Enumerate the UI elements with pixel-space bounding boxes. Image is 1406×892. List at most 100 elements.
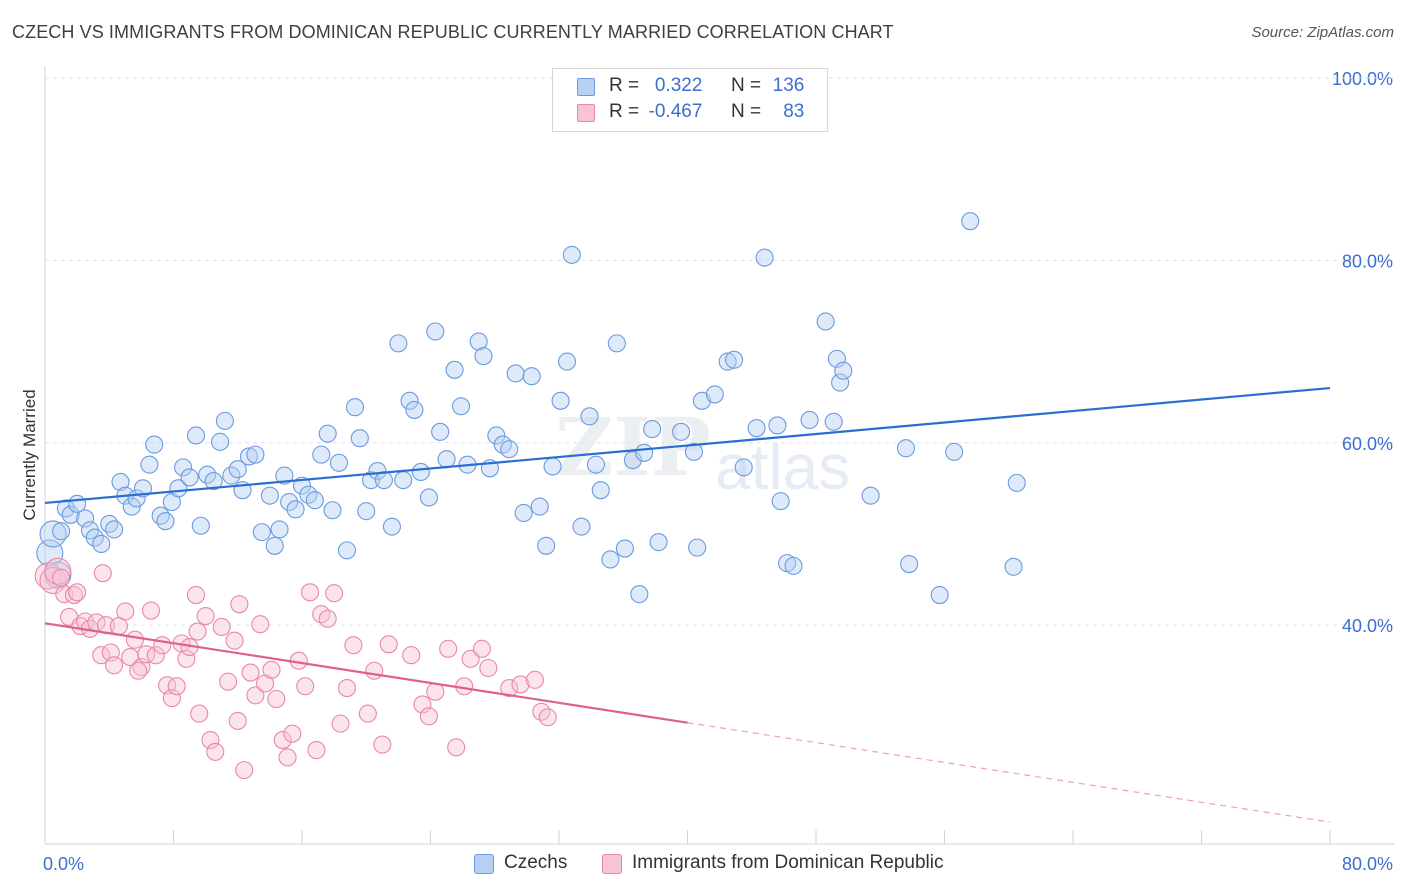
- chart-title: CZECH VS IMMIGRANTS FROM DOMINICAN REPUB…: [12, 22, 894, 42]
- legend-swatch-dominican: [577, 104, 595, 122]
- legend-label-dominican: R = -0.467 N = 83: [609, 101, 804, 123]
- czech-point: [800, 410, 819, 430]
- czech-point: [451, 397, 471, 416]
- czech-point: [228, 460, 247, 479]
- dominican-point: [68, 583, 87, 602]
- dominican-point: [188, 622, 207, 641]
- czech-point: [607, 334, 626, 353]
- czech-point: [394, 471, 413, 490]
- dominican-point: [146, 646, 165, 665]
- dominican-point: [278, 748, 297, 767]
- czech-point: [586, 455, 605, 474]
- czech-point: [945, 442, 964, 461]
- bottom-legend-label-dominican: Immigrants from Dominican Republic: [632, 852, 944, 873]
- czech-point: [684, 442, 703, 461]
- dominican-point: [125, 630, 144, 649]
- czech-point: [111, 472, 130, 492]
- czech-point: [180, 468, 199, 487]
- dominican-point: [344, 636, 363, 655]
- czech-point: [318, 424, 337, 443]
- czech-point: [362, 471, 381, 490]
- czech-point: [431, 422, 450, 441]
- czech-point: [672, 422, 691, 441]
- czech-point: [623, 451, 642, 470]
- czech-point: [246, 445, 265, 464]
- czech-point: [61, 505, 80, 524]
- dominican-point: [472, 639, 491, 658]
- bottom-legend-swatch-dominican: [602, 854, 622, 874]
- czech-point: [537, 536, 556, 555]
- czech-point: [204, 472, 223, 491]
- czech-point: [831, 373, 850, 392]
- dominican-point: [331, 714, 350, 733]
- czech-point: [493, 435, 512, 454]
- czech-point: [368, 461, 387, 481]
- dominican-point: [479, 658, 498, 678]
- dominican-point: [141, 601, 161, 620]
- dominican-point: [379, 635, 398, 654]
- czech-point: [530, 497, 549, 516]
- dominican-trend-extension: [687, 722, 1331, 823]
- czech-point: [337, 541, 357, 560]
- dominican-point: [116, 602, 135, 621]
- czech-point: [198, 465, 217, 484]
- dominican-point: [461, 649, 480, 668]
- dominican-point: [167, 677, 186, 696]
- dominican-point: [105, 656, 124, 675]
- legend-n-value-dominican: 83: [783, 101, 805, 122]
- czech-point: [382, 517, 402, 536]
- dominican-point: [225, 631, 244, 650]
- czech-point: [305, 491, 324, 510]
- czech-point: [100, 514, 119, 533]
- czech-point: [275, 466, 294, 485]
- czech-point: [635, 443, 654, 462]
- dominican-point: [230, 595, 249, 614]
- legend-swatch-czech: [577, 78, 595, 96]
- czech-point: [580, 407, 599, 426]
- dominican-point: [296, 677, 315, 696]
- czech-point: [961, 212, 980, 231]
- czech-point: [105, 520, 124, 539]
- czech-point: [522, 367, 541, 386]
- dominican-point: [439, 639, 458, 658]
- czech-point: [419, 488, 438, 507]
- dominican-point: [246, 686, 265, 705]
- czech-point: [500, 440, 519, 459]
- dominican-point: [190, 704, 209, 723]
- dominican-point: [273, 730, 292, 750]
- czech-point: [151, 506, 170, 525]
- dominican-point: [402, 646, 421, 665]
- czech-point: [900, 554, 919, 574]
- y-tick-label: 60.0%: [1342, 434, 1393, 454]
- dominican-point: [358, 704, 377, 723]
- czech-point: [426, 322, 445, 341]
- czech-point: [771, 492, 790, 511]
- czech-point: [562, 245, 581, 264]
- czech-point: [734, 458, 753, 477]
- dominican-point: [186, 585, 206, 605]
- czech-point: [252, 523, 271, 542]
- czech-point: [350, 429, 369, 448]
- bottom-legend-label-czech: Czechs: [504, 852, 568, 873]
- czech-point: [930, 585, 949, 605]
- y-tick-label: 40.0%: [1342, 616, 1393, 636]
- dominican-point: [426, 682, 445, 701]
- correlation-legend: R = 0.322 N = 136 R = -0.467 N = 83: [552, 68, 828, 132]
- czech-point: [357, 502, 376, 521]
- x-tick-label-max: 80.0%: [1342, 854, 1393, 874]
- czech-point: [557, 352, 577, 371]
- czech-point: [469, 332, 488, 351]
- czech-point: [437, 450, 456, 469]
- legend-r-value-dominican: -0.467: [648, 101, 703, 122]
- dominican-point: [538, 708, 557, 727]
- dominican-point: [325, 584, 344, 603]
- dominican-point: [337, 679, 357, 698]
- czech-point: [215, 411, 234, 430]
- dominican-trend-line: [44, 622, 688, 724]
- czech-point: [474, 347, 493, 366]
- czech-point: [643, 420, 662, 439]
- legend-label-czech: R = 0.322 N = 136: [609, 75, 804, 97]
- dominican-point: [365, 661, 384, 680]
- y-tick-label: 100.0%: [1332, 69, 1393, 89]
- legend-r-value-czech: 0.322: [654, 75, 703, 96]
